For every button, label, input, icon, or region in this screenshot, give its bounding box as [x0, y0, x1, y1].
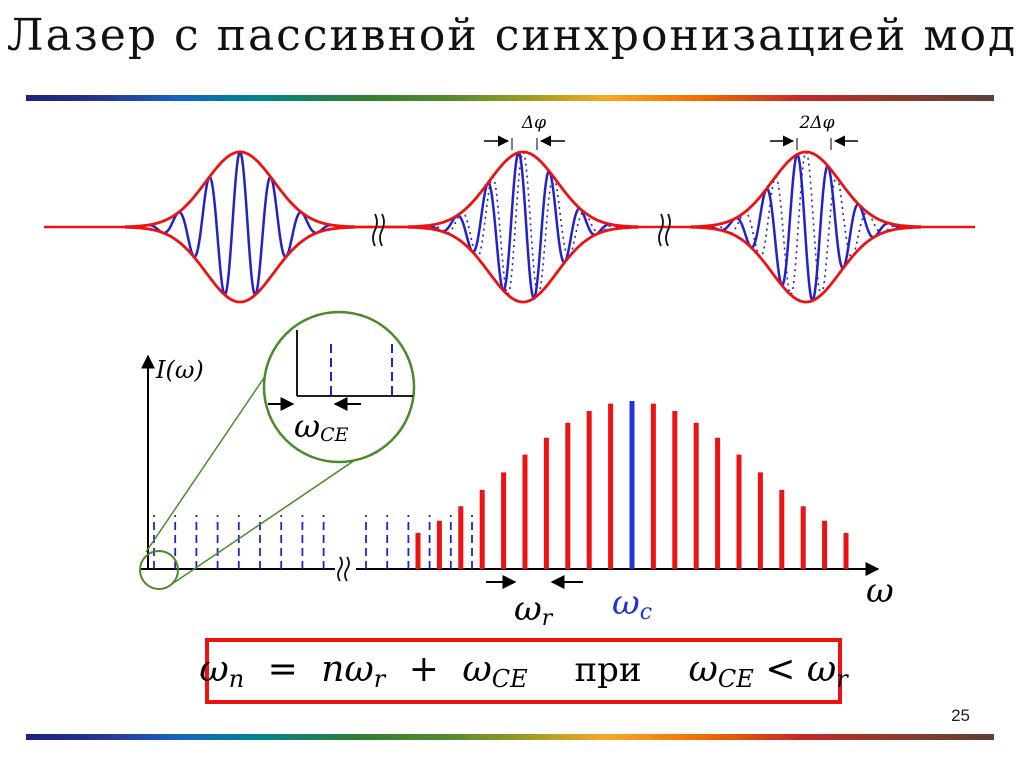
envelope-upper [690, 150, 922, 229]
axis-break-icon [372, 213, 385, 247]
footer-bar [26, 734, 994, 740]
title-underline-bar [26, 95, 994, 101]
envelope-upper [124, 150, 356, 229]
zoom-source-circle [139, 550, 179, 590]
omega-c-label: ωc [612, 583, 652, 625]
formula: ωn = nωr + ωCE при ωCE < ωr [199, 649, 848, 693]
omega-ce-label: ωCE [294, 407, 349, 446]
frequency-axis-label: ω [866, 571, 894, 611]
carrier-wave [407, 151, 638, 301]
omega-r-annotation: ωr [486, 575, 583, 631]
envelope-upper [407, 150, 639, 229]
pulse-2 [407, 150, 639, 304]
zoom-circle [262, 310, 416, 464]
pulse-3 [690, 150, 922, 304]
intensity-axis-label: I(ω) [155, 356, 204, 384]
axis-break-icon [337, 556, 350, 582]
delta-phi-label: Δφ [521, 113, 546, 133]
envelope-lower [407, 225, 639, 304]
two-delta-phi-label: 2Δφ [799, 113, 835, 133]
page-number: 25 [951, 706, 970, 725]
spectrum-plot: I(ω) ω ωr ωc ωCE [139, 310, 894, 631]
formula-word: при [574, 650, 642, 690]
omega-r-label: ωr [514, 589, 554, 631]
formula-box: ωn = nωr + ωCE при ωCE < ωr [199, 638, 848, 704]
pulse-train: Δφ 2Δφ [44, 113, 975, 304]
envelope-lower [690, 225, 922, 304]
frequency-comb-lines [415, 401, 849, 569]
comb-dashed-lines [153, 515, 473, 569]
delta-phi-annotation: Δφ [484, 113, 565, 150]
envelope-lower [124, 225, 356, 304]
axis-break-icon [658, 213, 671, 247]
zoom-inset: ωCE [139, 310, 416, 590]
pulse-1 [124, 149, 356, 304]
carrier-wave [691, 152, 922, 302]
slide-title: Лазер с пассивной синхронизацией мод [6, 10, 1018, 61]
two-delta-phi-annotation: 2Δφ [770, 113, 858, 150]
